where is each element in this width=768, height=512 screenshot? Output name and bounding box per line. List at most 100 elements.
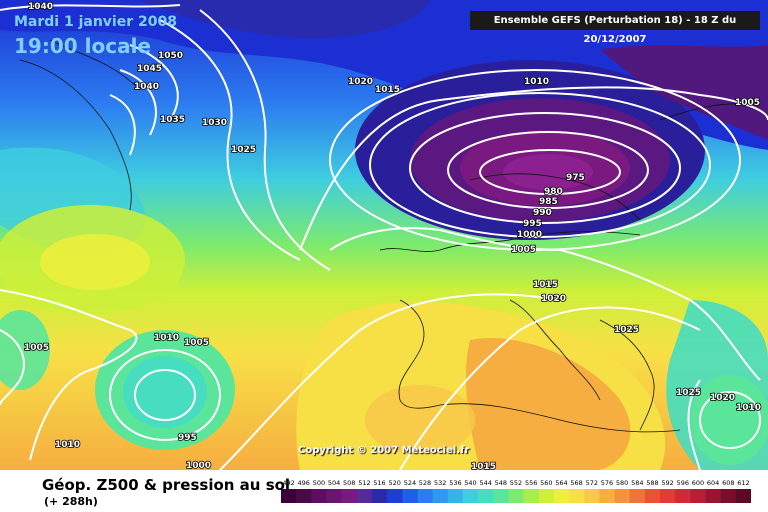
legend-color-swatch: [523, 489, 540, 503]
isobar-label: 1010: [154, 333, 179, 343]
legend-color-swatch: [478, 489, 494, 503]
legend-tick-label: 528: [419, 479, 431, 487]
legend-tick-label: 576: [601, 479, 613, 487]
legend-tick-label: 512: [358, 479, 370, 487]
isobar-label: 1010: [524, 77, 549, 87]
legend-color-swatch: [508, 489, 524, 503]
isobar-label: 1020: [710, 393, 735, 403]
legend-tick-label: 612: [737, 479, 749, 487]
legend-color-swatch: [720, 489, 737, 503]
isobar-label: 1000: [517, 230, 542, 240]
isobar-label: 1010: [55, 440, 80, 450]
legend-color-swatch: [553, 489, 570, 503]
isobar-label: 1005: [184, 338, 209, 348]
legend-color-swatch: [372, 489, 388, 503]
isobar-label: 975: [566, 173, 585, 183]
legend-color-swatch: [735, 489, 751, 503]
legend-tick-label: 596: [677, 479, 689, 487]
isobar-label: 1005: [24, 343, 49, 353]
legend-color-swatch: [493, 489, 509, 503]
forecast-date: Mardi 1 janvier 2008: [14, 14, 177, 30]
coastlines: [19, 39, 761, 433]
legend-color-swatch: [356, 489, 373, 503]
isobar-label: 995: [523, 219, 542, 229]
legend-color-swatch: [311, 489, 327, 503]
legend-color-swatch: [432, 489, 449, 503]
legend-tick-label: 584: [631, 479, 643, 487]
isobar-label: 995: [178, 433, 197, 443]
isobar-label: 1005: [735, 98, 760, 108]
model-run-label: Ensemble GEFS (Perturbation 18) - 18 Z d…: [470, 11, 760, 45]
legend-tick-label: 592: [661, 479, 673, 487]
legend-color-swatch: [599, 489, 615, 503]
legend-color-swatch: [296, 489, 312, 503]
isobar-label: 1000: [186, 461, 211, 470]
isobar-label: 980: [544, 187, 563, 197]
isobar-labels: 1040 1050 1045 1040 1035 1030 1025 1020 …: [23, 1, 762, 470]
legend-color-swatch: [614, 489, 630, 503]
footer-panel: Géop. Z500 & pression au sol (+ 288h) 49…: [0, 470, 768, 512]
legend-tick-label: 608: [722, 479, 734, 487]
isobars: [0, 4, 768, 470]
isobar-label: 1015: [471, 462, 496, 470]
isobar-label: 1020: [348, 77, 373, 87]
legend-color-swatch: [462, 489, 479, 503]
legend-tick-label: 580: [616, 479, 628, 487]
isobar-label: 1015: [533, 280, 558, 290]
isobar-label: 1045: [137, 64, 162, 74]
legend-tick-label: 568: [570, 479, 582, 487]
legend-color-swatch: [538, 489, 555, 503]
legend-color-swatch: [341, 489, 358, 503]
isobar-label: 1050: [158, 51, 183, 61]
chart-title: Géop. Z500 & pression au sol: [42, 476, 291, 494]
legend-tick-label: 524: [404, 479, 416, 487]
legend-color-swatch: [326, 489, 342, 503]
legend-color-swatch: [569, 489, 585, 503]
isobar-label: 990: [533, 208, 552, 218]
legend-color-swatch: [644, 489, 661, 503]
legend-color-swatch: [629, 489, 646, 503]
isobar-label: 1015: [375, 85, 400, 95]
legend-tick-label: 496: [297, 479, 309, 487]
legend-tick-label: 508: [343, 479, 355, 487]
legend-color-swatch: [584, 489, 600, 503]
legend-tick-label: 532: [434, 479, 446, 487]
isobar-label: 1025: [231, 145, 256, 155]
legend-tick-label: 536: [449, 479, 461, 487]
legend-tick-label: 604: [707, 479, 719, 487]
legend-color-swatch: [417, 489, 433, 503]
legend-tick-label: 556: [525, 479, 537, 487]
isobar-label: 1040: [28, 2, 53, 12]
isobar-label: 1025: [676, 388, 701, 398]
legend-tick-label: 560: [540, 479, 552, 487]
isobar-label: 1020: [541, 294, 566, 304]
legend-tick-label: 600: [692, 479, 704, 487]
legend-color-swatch: [387, 489, 403, 503]
legend-tick-label: 520: [388, 479, 400, 487]
isobar-label: 1035: [160, 115, 185, 125]
forecast-lead-time: (+ 288h): [44, 495, 98, 508]
legend-tick-label: 492: [282, 479, 294, 487]
legend-color-swatch: [402, 489, 418, 503]
isobar-label: 985: [539, 197, 558, 207]
legend-color-swatch: [660, 489, 676, 503]
legend-tick-label: 564: [555, 479, 567, 487]
isobar-label: 1040: [134, 82, 159, 92]
legend-tick-label: 552: [510, 479, 522, 487]
forecast-time: 19:00 locale: [14, 34, 151, 58]
legend-color-swatch: [281, 489, 297, 503]
isobar-label: 1025: [614, 325, 639, 335]
legend-tick-label: 548: [495, 479, 507, 487]
legend-color-swatch: [705, 489, 721, 503]
legend-tick-label: 504: [328, 479, 340, 487]
legend-tick-label: 588: [646, 479, 658, 487]
legend-color-swatch: [690, 489, 706, 503]
legend-tick-label: 540: [464, 479, 476, 487]
color-scale-legend: 492 496 500 504 508 512 516 520 524 528 532 536 540 5…: [281, 479, 751, 503]
copyright-notice: Copyright © 2007 Meteociel.fr: [298, 445, 470, 456]
isobar-label: 1010: [736, 403, 761, 413]
legend-color-swatch: [447, 489, 464, 503]
legend-tick-label: 500: [313, 479, 325, 487]
legend-tick-label: 544: [479, 479, 491, 487]
